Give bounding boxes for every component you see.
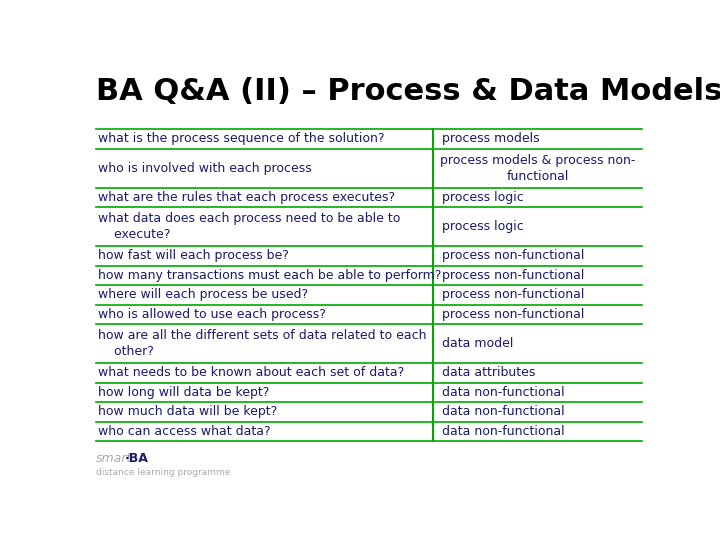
Text: who is involved with each process: who is involved with each process: [99, 162, 312, 175]
Text: how much data will be kept?: how much data will be kept?: [99, 406, 278, 419]
Text: process logic: process logic: [441, 220, 523, 233]
Text: distance learning programme: distance learning programme: [96, 468, 230, 477]
Text: what is the process sequence of the solution?: what is the process sequence of the solu…: [99, 132, 385, 145]
Text: BA Q&A (II) – Process & Data Models: BA Q&A (II) – Process & Data Models: [96, 77, 720, 106]
Text: data non-functional: data non-functional: [441, 406, 564, 419]
Text: data model: data model: [441, 337, 513, 350]
Text: how fast will each process be?: how fast will each process be?: [99, 249, 289, 262]
Text: how are all the different sets of data related to each
    other?: how are all the different sets of data r…: [99, 329, 427, 358]
Text: what are the rules that each process executes?: what are the rules that each process exe…: [99, 191, 395, 204]
Text: data non-functional: data non-functional: [441, 386, 564, 399]
Text: what data does each process need to be able to
    execute?: what data does each process need to be a…: [99, 212, 401, 241]
Text: process non-functional: process non-functional: [441, 249, 584, 262]
Text: ·BA: ·BA: [125, 453, 148, 465]
Text: who can access what data?: who can access what data?: [99, 425, 271, 438]
Text: who is allowed to use each process?: who is allowed to use each process?: [99, 308, 326, 321]
Text: process non-functional: process non-functional: [441, 308, 584, 321]
Text: how many transactions must each be able to perform?: how many transactions must each be able …: [99, 269, 442, 282]
Text: process models: process models: [441, 132, 539, 145]
Text: process non-functional: process non-functional: [441, 288, 584, 301]
Text: where will each process be used?: where will each process be used?: [99, 288, 308, 301]
Text: data non-functional: data non-functional: [441, 425, 564, 438]
Text: what needs to be known about each set of data?: what needs to be known about each set of…: [99, 366, 405, 380]
Text: how long will data be kept?: how long will data be kept?: [99, 386, 270, 399]
Text: process logic: process logic: [441, 191, 523, 204]
Text: process models & process non-
functional: process models & process non- functional: [440, 154, 636, 183]
Text: process non-functional: process non-functional: [441, 269, 584, 282]
Text: smart: smart: [96, 453, 132, 465]
Text: data attributes: data attributes: [441, 366, 535, 380]
